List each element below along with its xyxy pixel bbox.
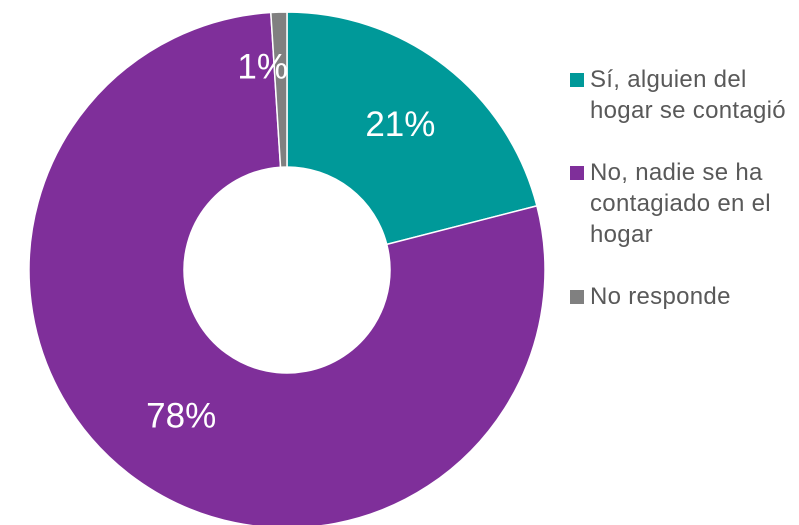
chart-legend: Sí, alguien del hogar se contagió No, na… bbox=[568, 64, 796, 312]
legend-item-contagio: Sí, alguien del hogar se contagió bbox=[568, 64, 796, 126]
donut-chart: 21% 78% 1% bbox=[28, 11, 546, 525]
legend-swatch-gray bbox=[570, 290, 584, 304]
legend-item-no-contagio: No, nadie se ha contagiado en el hogar bbox=[568, 157, 796, 250]
legend-label: No responde bbox=[590, 283, 731, 310]
legend-item-no-responde: No responde bbox=[568, 281, 796, 312]
slice-no-responde bbox=[270, 11, 288, 168]
data-label-no-responde: 1% bbox=[237, 47, 288, 86]
legend-label: No, nadie se ha contagiado en el hogar bbox=[590, 159, 771, 248]
legend-swatch-purple bbox=[570, 166, 584, 180]
legend-swatch-teal bbox=[570, 73, 584, 87]
slice-no-contagio bbox=[28, 11, 546, 525]
data-label-contagio: 21% bbox=[365, 105, 435, 144]
legend-label: Sí, alguien del hogar se contagió bbox=[590, 66, 786, 124]
slice-contagio bbox=[286, 11, 538, 246]
data-label-no-contagio: 78% bbox=[146, 397, 216, 436]
